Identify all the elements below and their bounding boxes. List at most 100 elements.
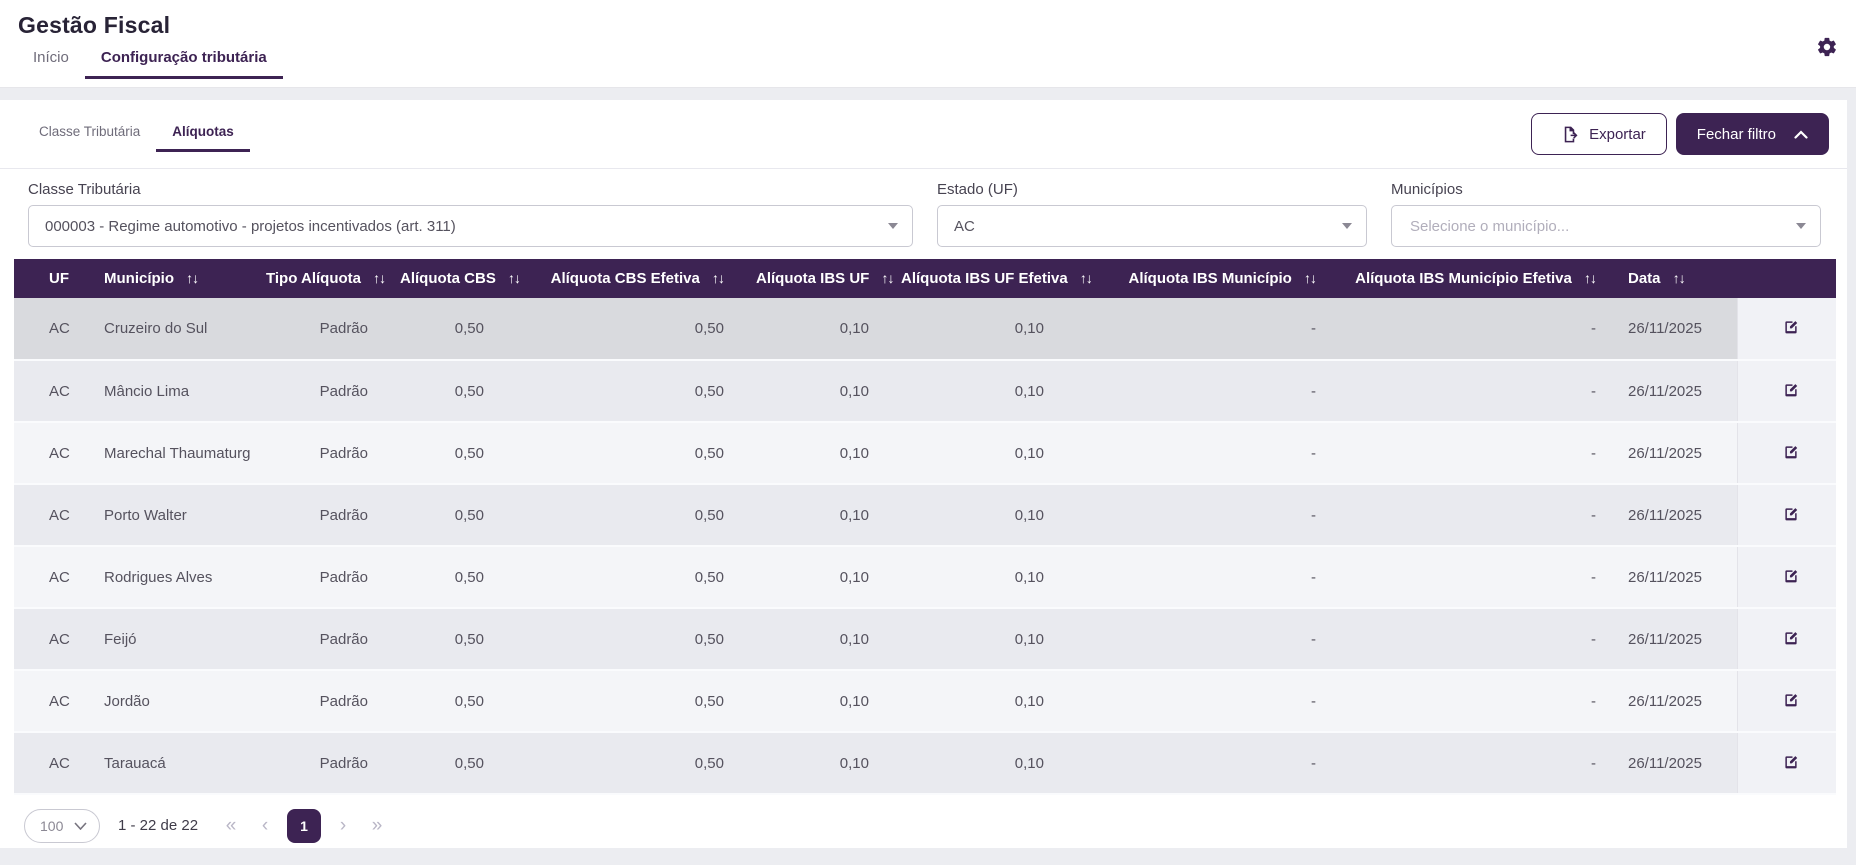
column-header-municipio[interactable]: Município ↑↓ <box>88 259 250 298</box>
cell-uf: AC <box>14 546 88 609</box>
cell-aliquota-ibs-municipio: - <box>1060 546 1332 609</box>
cell-municipio: Tarauacá <box>88 732 250 795</box>
cell-aliquota-cbs: 0,50 <box>384 422 500 485</box>
cell-tipo-aliquota: Padrão <box>250 484 384 547</box>
column-header-aliquota-ibs-uf[interactable]: Alíquota IBS UF ↑↓ <box>740 259 895 298</box>
edit-row-button[interactable] <box>1778 749 1804 778</box>
cell-aliquota-ibs-municipio-efetiva: - <box>1332 732 1612 795</box>
cell-aliquota-ibs-uf-efetiva: 0,10 <box>885 422 1060 485</box>
column-header-aliquota-cbs-efetiva[interactable]: Alíquota CBS Efetiva ↑↓ <box>500 259 740 298</box>
edit-row-button[interactable] <box>1778 377 1804 406</box>
cell-aliquota-cbs-efetiva: 0,50 <box>500 670 740 733</box>
edit-row-button[interactable] <box>1778 501 1804 530</box>
table-row[interactable]: AC Mâncio Lima Padrão 0,50 0,50 0,10 0,10- -26/… <box>14 360 1836 423</box>
table-header-row: UF Município ↑↓ Tipo Alíquota ↑↓ Alíquota… <box>14 259 1836 298</box>
edit-pencil-icon <box>1782 567 1800 588</box>
municipios-label: Municípios <box>1391 181 1463 198</box>
column-header-tipo-aliquota[interactable]: Tipo Alíquota ↑↓ <box>250 259 386 298</box>
file-export-icon <box>1560 125 1579 144</box>
sort-arrows-icon: ↑↓ <box>881 270 895 286</box>
estado-uf-select[interactable]: AC <box>937 205 1367 247</box>
page-title: Gestão Fiscal <box>18 12 171 38</box>
table-row[interactable]: AC Porto Walter Padrão 0,50 0,50 0,10 0,10- -26… <box>14 484 1836 547</box>
cell-municipio: Cruzeiro do Sul <box>88 298 250 361</box>
table-row[interactable]: AC Feijó Padrão 0,50 0,50 0,10 0,10- -26/11/202… <box>14 608 1836 671</box>
table-row[interactable]: AC Cruzeiro do Sul Padrão 0,50 0,50 0,10 0,10-… <box>14 298 1836 361</box>
edit-row-button[interactable] <box>1778 439 1804 468</box>
cell-aliquota-cbs-efetiva: 0,50 <box>500 422 740 485</box>
cell-aliquota-ibs-uf-efetiva: 0,10 <box>885 732 1060 795</box>
cell-uf: AC <box>14 670 88 733</box>
edit-row-button[interactable] <box>1778 314 1804 343</box>
cell-aliquota-ibs-municipio: - <box>1060 670 1332 733</box>
cell-aliquota-ibs-municipio-efetiva: - <box>1332 422 1612 485</box>
settings-gear-icon[interactable] <box>1816 36 1840 60</box>
close-filter-label: Fechar filtro <box>1696 125 1776 143</box>
cell-tipo-aliquota: Padrão <box>250 608 384 671</box>
cell-aliquota-ibs-municipio: - <box>1060 422 1332 485</box>
column-header-aliquota-ibs-uf-efetiva[interactable]: Alíquota IBS UF Efetiva ↑↓ <box>885 259 1093 298</box>
column-header-aliquota-ibs-municipio-efetiva[interactable]: Alíquota IBS Município Efetiva ↑↓ <box>1332 259 1612 298</box>
edit-row-button[interactable] <box>1778 625 1804 654</box>
current-page-button[interactable]: 1 <box>287 808 322 843</box>
sort-arrows-icon: ↑↓ <box>1304 270 1317 286</box>
column-header-aliquota-cbs[interactable]: Alíquota CBS ↑↓ <box>384 259 521 298</box>
edit-pencil-icon <box>1782 753 1800 774</box>
cell-municipio: Marechal Thaumaturgo <box>88 422 250 485</box>
table-row[interactable]: AC Rodrigues Alves Padrão 0,50 0,50 0,10 0,10-… <box>14 546 1836 609</box>
cell-data: 26/11/2025 <box>1612 608 1737 671</box>
sort-arrows-icon: ↑↓ <box>373 270 386 286</box>
cell-actions <box>1736 732 1836 795</box>
caret-down-icon <box>888 223 898 229</box>
prev-page-button[interactable]: ‹ <box>248 809 282 843</box>
cell-aliquota-ibs-uf-efetiva: 0,10 <box>885 484 1060 547</box>
tab-configuracao-tributaria[interactable]: Configuração tributária <box>84 41 283 79</box>
cell-aliquota-cbs: 0,50 <box>384 546 500 609</box>
municipios-select[interactable] <box>1391 205 1821 247</box>
cell-data: 26/11/2025 <box>1612 670 1737 733</box>
page-size-select[interactable]: 100 <box>24 808 100 843</box>
cell-aliquota-ibs-uf-efetiva: 0,10 <box>885 546 1060 609</box>
table-row[interactable]: AC Marechal Thaumaturgo Padrão 0,50 0,50 0,10… <box>14 422 1836 485</box>
first-page-button[interactable]: « <box>214 809 248 843</box>
cell-tipo-aliquota: Padrão <box>250 298 384 361</box>
cell-tipo-aliquota: Padrão <box>250 360 384 423</box>
export-button[interactable]: Exportar <box>1531 113 1667 155</box>
tab-inicio[interactable]: Início <box>33 49 69 66</box>
table-row[interactable]: AC Jordão Padrão 0,50 0,50 0,10 0,10- -26/11/20… <box>14 670 1836 733</box>
pagination-bar: 100 1 - 22 de 22 « ‹ 1 › » <box>0 804 1847 847</box>
cell-uf: AC <box>14 360 88 423</box>
municipios-input[interactable] <box>1408 216 1788 236</box>
edit-pencil-icon <box>1782 691 1800 712</box>
column-header-data[interactable]: Data ↑↓ <box>1612 259 1737 298</box>
cell-data: 26/11/2025 <box>1612 484 1737 547</box>
table-row[interactable]: AC Tarauacá Padrão 0,50 0,50 0,10 0,10- -26/11/… <box>14 732 1836 795</box>
close-filter-button[interactable]: Fechar filtro <box>1675 113 1829 155</box>
subtab-aliquotas[interactable]: Alíquotas <box>156 116 250 152</box>
subtab-classe-tributaria[interactable]: Classe Tributária <box>39 124 141 139</box>
cell-aliquota-ibs-uf: 0,10 <box>740 670 885 733</box>
sort-arrows-icon: ↑↓ <box>1079 270 1093 286</box>
cell-actions <box>1736 546 1836 609</box>
cell-actions <box>1736 608 1836 671</box>
classe-tributaria-select[interactable]: 000003 - Regime automotivo - projetos in… <box>28 205 913 247</box>
edit-row-button[interactable] <box>1778 563 1804 592</box>
cell-aliquota-ibs-municipio-efetiva: - <box>1332 608 1612 671</box>
edit-pencil-icon <box>1782 381 1800 402</box>
cell-aliquota-cbs: 0,50 <box>384 360 500 423</box>
sort-arrows-icon: ↑↓ <box>508 270 521 286</box>
cell-municipio: Jordão <box>88 670 250 733</box>
cell-aliquota-ibs-uf: 0,10 <box>740 422 885 485</box>
cell-aliquota-cbs-efetiva: 0,50 <box>500 360 740 423</box>
edit-pencil-icon <box>1782 505 1800 526</box>
cell-data: 26/11/2025 <box>1612 732 1737 795</box>
aliquotas-table-wrapper: UF Município ↑↓ Tipo Alíquota ↑↓ Alíquota… <box>14 259 1836 804</box>
cell-aliquota-ibs-uf-efetiva: 0,10 <box>885 608 1060 671</box>
edit-row-button[interactable] <box>1778 687 1804 716</box>
next-page-button[interactable]: › <box>326 809 360 843</box>
estado-uf-value: AC <box>954 217 975 235</box>
aliquotas-table: UF Município ↑↓ Tipo Alíquota ↑↓ Alíquota… <box>14 259 1836 795</box>
column-header-aliquota-ibs-municipio[interactable]: Alíquota IBS Município ↑↓ <box>1060 259 1332 298</box>
last-page-button[interactable]: » <box>360 809 394 843</box>
cell-aliquota-ibs-municipio-efetiva: - <box>1332 484 1612 547</box>
